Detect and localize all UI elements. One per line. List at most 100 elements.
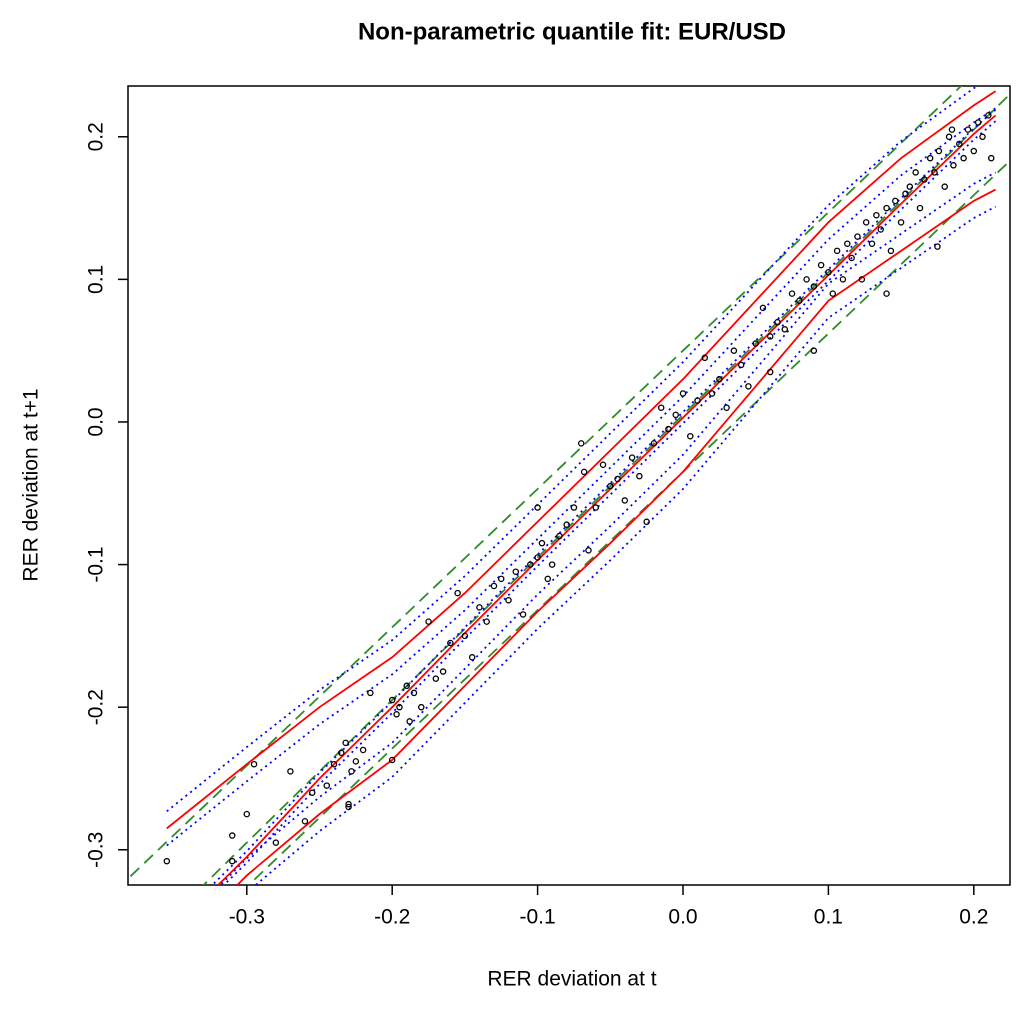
data-point — [781, 326, 789, 333]
data-point — [163, 857, 171, 865]
data-point — [873, 211, 880, 219]
data-point — [308, 789, 316, 796]
data-point — [454, 589, 461, 597]
data-point — [352, 758, 360, 765]
data-point — [447, 639, 454, 647]
data-point — [745, 383, 752, 390]
data-point — [774, 318, 781, 326]
data-point — [956, 140, 963, 148]
data-point — [716, 375, 723, 383]
data-point — [439, 668, 447, 675]
data-point — [730, 347, 738, 354]
data-point — [829, 290, 837, 297]
chart-title: Non-parametric quantile fit: EUR/USD — [358, 18, 786, 45]
data-point — [548, 561, 556, 568]
data-point — [359, 746, 367, 754]
x-tick-label: 0.2 — [959, 906, 988, 929]
x-tick-label: 0.1 — [814, 906, 843, 929]
data-point — [788, 290, 796, 297]
data-point — [393, 711, 400, 718]
quantile-line — [166, 107, 997, 847]
data-point — [950, 162, 957, 169]
data-point — [858, 276, 866, 283]
data-point — [796, 297, 803, 305]
data-point — [934, 243, 941, 250]
data-point — [825, 268, 832, 276]
quantile-line — [219, 171, 997, 885]
data-point — [338, 749, 345, 757]
data-point — [250, 760, 258, 768]
data-point — [512, 568, 520, 575]
data-point — [505, 596, 512, 604]
data-point — [497, 575, 505, 583]
data-point — [694, 397, 701, 404]
data-point — [970, 147, 978, 155]
data-point — [803, 276, 810, 283]
data-point — [883, 290, 890, 297]
data-point — [556, 532, 563, 540]
data-point — [287, 768, 294, 775]
quantile-line — [236, 188, 997, 885]
data-point — [810, 347, 818, 354]
data-point — [833, 247, 841, 255]
data-point — [737, 361, 745, 369]
data-point — [723, 404, 730, 411]
data-point — [672, 411, 679, 419]
data-point — [964, 126, 972, 133]
data-point — [985, 112, 992, 119]
data-point — [935, 147, 943, 155]
data-point — [974, 119, 982, 126]
data-point — [766, 368, 774, 376]
data-point — [607, 482, 614, 490]
data-point — [817, 261, 825, 269]
data-point — [403, 682, 410, 690]
data-point — [887, 247, 895, 255]
data-point — [345, 803, 352, 811]
data-point — [941, 183, 948, 190]
data-point — [592, 504, 600, 511]
data-point — [476, 604, 483, 611]
data-point — [483, 618, 490, 625]
y-tick-label: -0.1 — [85, 546, 108, 582]
x-tick-label: -0.3 — [229, 906, 265, 929]
data-point — [636, 472, 643, 480]
data-point — [243, 810, 251, 818]
quantile-line — [254, 205, 997, 885]
y-tick-label: -0.3 — [85, 832, 108, 868]
data-point — [388, 696, 396, 704]
quantile-line — [129, 86, 963, 877]
data-point — [916, 204, 924, 212]
data-point — [323, 782, 331, 789]
data-point — [839, 276, 847, 283]
data-point — [931, 169, 938, 176]
data-point — [979, 133, 986, 141]
data-point — [948, 126, 956, 133]
x-tick-label: -0.2 — [374, 906, 410, 929]
quantile-line — [166, 90, 997, 830]
data-point — [490, 582, 498, 590]
data-point — [342, 739, 349, 747]
data-point — [599, 461, 607, 469]
data-point — [862, 219, 870, 226]
data-point — [410, 689, 418, 697]
data-point — [701, 354, 709, 362]
data-point — [759, 304, 767, 312]
plot-frame — [127, 85, 1011, 886]
data-point — [657, 404, 665, 411]
data-point — [848, 254, 855, 262]
data-point — [679, 390, 687, 397]
data-point — [544, 575, 552, 583]
data-point — [987, 154, 995, 162]
data-point — [229, 832, 236, 839]
data-point — [614, 475, 621, 483]
data-point — [810, 283, 818, 290]
data-point — [272, 839, 280, 846]
data-point — [534, 554, 541, 561]
data-point — [580, 468, 588, 476]
data-point — [563, 521, 570, 528]
data-point — [330, 760, 338, 768]
data-point — [570, 504, 578, 511]
data-point — [912, 169, 919, 176]
data-point — [229, 857, 236, 865]
